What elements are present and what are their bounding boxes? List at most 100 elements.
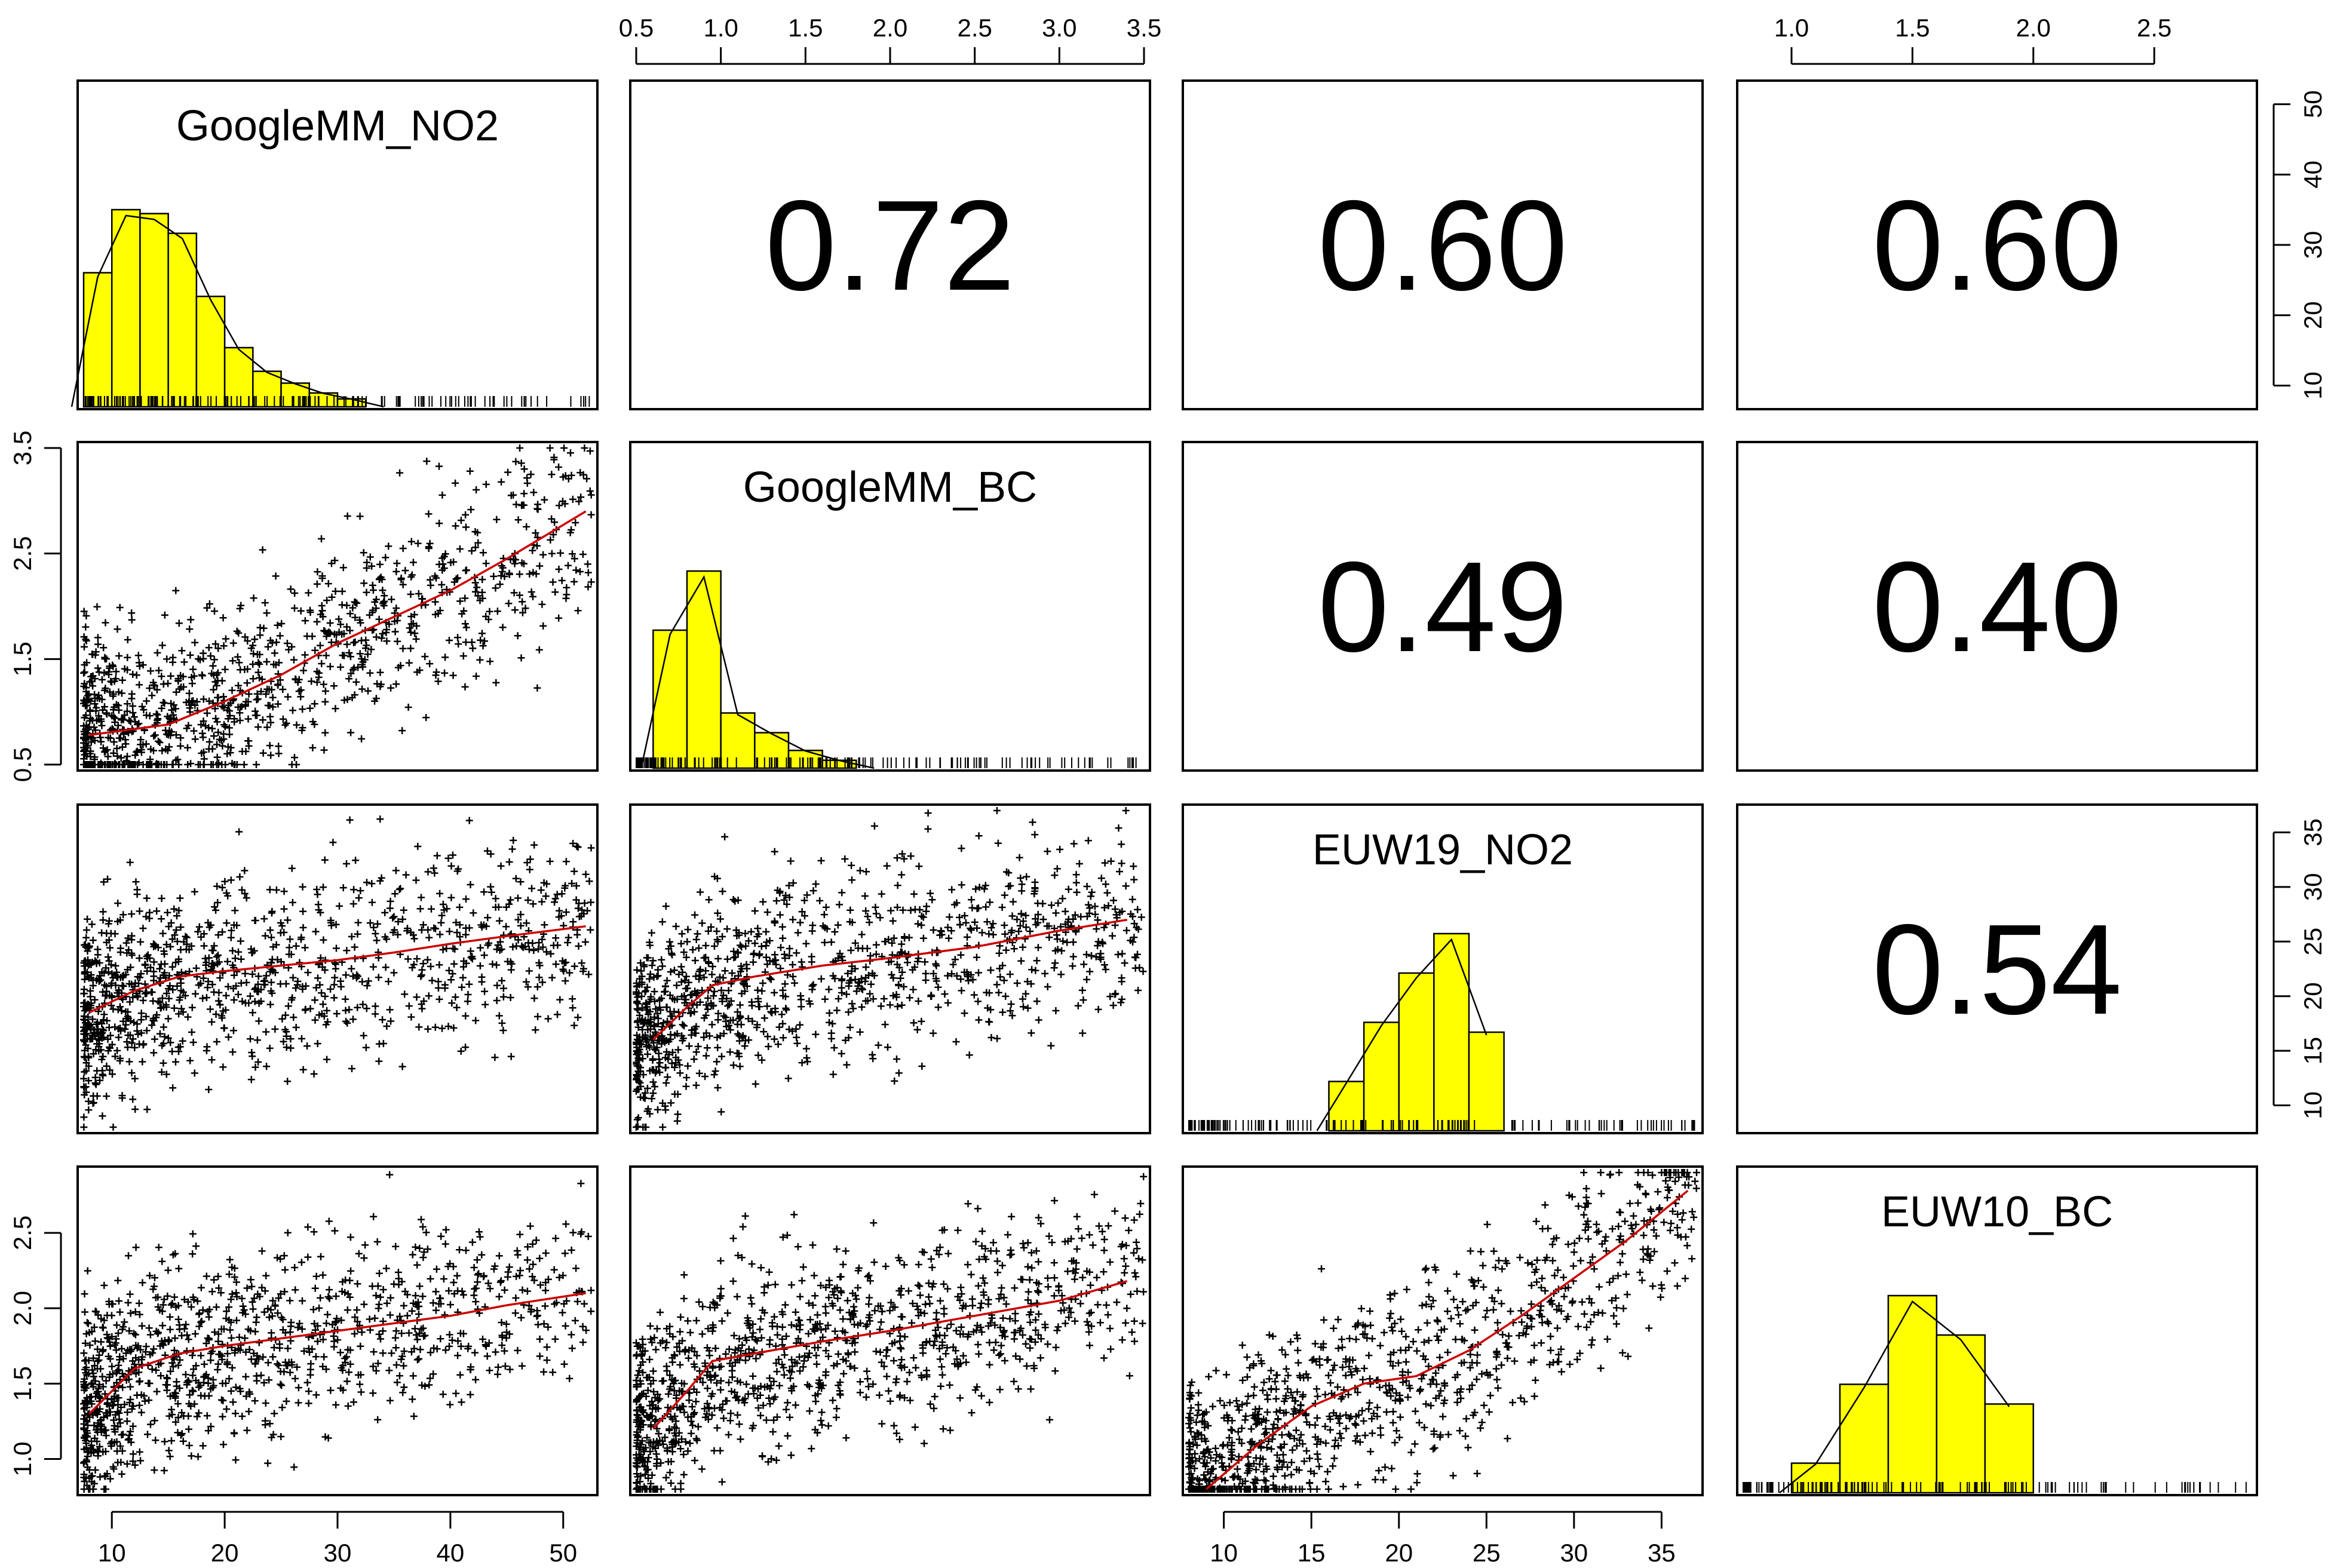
density-line <box>70 214 384 408</box>
axis-tick-label: 10 <box>1210 1539 1238 1567</box>
axis-tick-label: 30 <box>2299 231 2327 259</box>
smoother-line-r3-c0 <box>88 1292 586 1415</box>
panel-frame-r0-c0 <box>76 79 599 410</box>
axis-tick-label: 2.5 <box>957 14 992 42</box>
panel-frame-r2-c3 <box>1736 803 2258 1134</box>
histogram-bar <box>195 295 226 408</box>
histogram-bar <box>652 629 688 769</box>
histogram-bar <box>1984 1403 2034 1494</box>
axis-tick-label: 0.5 <box>8 747 36 782</box>
smoother-line-r2-c1 <box>652 919 1127 1041</box>
histogram-bar <box>1363 1021 1400 1132</box>
histogram-bar <box>1433 932 1470 1132</box>
smoother-line-r1-c0 <box>89 510 587 737</box>
panel-frame-r1-c2 <box>1182 441 1704 772</box>
axis-tick-label: 1.0 <box>8 1441 36 1476</box>
variable-title-euw19-no2: EUW19_NO2 <box>1312 826 1573 874</box>
axis-tick-label: 35 <box>1648 1539 1676 1567</box>
histogram-bar <box>111 208 141 408</box>
histogram-bar <box>82 272 113 408</box>
panel-frame-r0-c1 <box>629 79 1151 410</box>
axis-tick-label: 2.5 <box>8 1216 36 1250</box>
axis-tick-label: 25 <box>1473 1539 1501 1567</box>
scatter-points-r3-c1 <box>633 1173 1148 1493</box>
axis-tick-label: 1.0 <box>703 14 738 42</box>
histogram-bar <box>167 232 198 408</box>
panel-frame-r2-c1 <box>629 803 1151 1134</box>
axis-tick-label: 2.5 <box>2137 14 2172 42</box>
scatter-points-r1-c0 <box>80 444 595 768</box>
panel-grid: 0.72 0.60 0.60 0.49 0.40 0.54 GoogleMM_NO2 Goog… <box>70 79 2258 1496</box>
histogram-bar <box>1839 1383 1890 1494</box>
histogram-bar <box>1398 972 1435 1132</box>
smoother-line-r3-c2 <box>1206 1189 1689 1490</box>
axis-tick-label: 20 <box>1385 1539 1413 1567</box>
variable-title-googlemm-no2: GoogleMM_NO2 <box>176 102 499 150</box>
rug-marks <box>1188 1120 1695 1131</box>
histogram-bar <box>139 213 169 408</box>
correlation-value: 0.72 <box>765 173 1015 317</box>
density-line <box>1779 1300 2010 1493</box>
histogram-bar <box>336 398 367 408</box>
histogram-bar <box>1936 1334 1986 1494</box>
axis-tick-label: 25 <box>2299 928 2327 956</box>
density-line <box>640 575 875 769</box>
smoother-line-r3-c1 <box>652 1280 1128 1430</box>
histogram-bar <box>1887 1294 1938 1494</box>
axis-tick-label: 50 <box>549 1539 577 1567</box>
scatter-points-r3-c0 <box>80 1171 595 1493</box>
panel-frame-r2-c0 <box>76 803 599 1134</box>
axis-tick-label: 3.0 <box>1042 14 1076 42</box>
axis-tick-label: 35 <box>2299 818 2327 846</box>
axis-tick-label: 1.5 <box>8 1366 36 1401</box>
axis-tick-label: 1.5 <box>788 14 823 42</box>
variable-title-euw10-bc: EUW10_BC <box>1881 1188 2113 1236</box>
axis-tick-label: 40 <box>2299 161 2327 189</box>
axis-tick-label: 1.0 <box>1774 14 1809 42</box>
correlation-value: 0.60 <box>1872 173 2122 317</box>
panel-frame-r3-c0 <box>76 1165 599 1496</box>
rug-marks <box>636 757 1137 768</box>
panel-frame-r1-c0 <box>76 441 599 772</box>
panel-frame-r3-c2 <box>1182 1165 1704 1496</box>
panel-frame-r2-c2 <box>1182 803 1704 1134</box>
axis-tick-label: 2.0 <box>8 1291 36 1325</box>
panel-frame-r0-c3 <box>1736 79 2258 410</box>
axis-tick-label: 2.0 <box>2016 14 2051 42</box>
panel-frame-r1-c1 <box>629 441 1151 772</box>
axis-tick-label: 40 <box>437 1539 465 1567</box>
axis-tick-label: 20 <box>2299 982 2327 1010</box>
panel-frame-r0-c2 <box>1182 79 1704 410</box>
axis-tick-label: 2.5 <box>8 536 36 570</box>
rug-marks <box>83 396 590 407</box>
correlation-value: 0.40 <box>1872 535 2122 679</box>
smoother-line-r2-c0 <box>88 925 586 1014</box>
axis-tick-label: 3.5 <box>8 431 36 465</box>
scatter-points-r3-c2 <box>1185 1169 1700 1493</box>
axis-tick-label: 30 <box>324 1539 352 1567</box>
histogram-bar <box>1468 1031 1505 1132</box>
axis-tick-label: 15 <box>1298 1539 1326 1567</box>
density-line <box>1316 938 1487 1131</box>
axis-tick-label: 1.5 <box>8 642 36 676</box>
axis-tick-label: 0.5 <box>619 14 654 42</box>
correlation-value: 0.49 <box>1318 535 1568 679</box>
outer-axes: 0.5 1.0 1.5 2.0 2.5 3.0 3.5 1.0 1.5 2.0 2.5 10 20 30 4… <box>8 14 2327 1567</box>
axis-tick-label: 3.5 <box>1127 14 1161 42</box>
histogram-bar <box>686 570 722 769</box>
axis-tick-label: 50 <box>2299 90 2327 118</box>
panel-frame-r3-c1 <box>629 1165 1151 1496</box>
histogram-bar <box>787 750 823 769</box>
rug-marks <box>1743 1482 2247 1493</box>
scatter-points-r2-c1 <box>633 807 1147 1131</box>
axis-tick-label: 10 <box>2299 372 2327 400</box>
panel-frame-r3-c3 <box>1736 1165 2258 1496</box>
axis-tick-label: 1.5 <box>1895 14 1930 42</box>
axis-tick-label: 20 <box>211 1539 239 1567</box>
correlation-value: 0.60 <box>1318 173 1568 317</box>
axis-tick-label: 10 <box>2299 1091 2327 1119</box>
axis-tick-label: 30 <box>1560 1539 1588 1567</box>
axis-tick-label: 2.0 <box>873 14 907 42</box>
